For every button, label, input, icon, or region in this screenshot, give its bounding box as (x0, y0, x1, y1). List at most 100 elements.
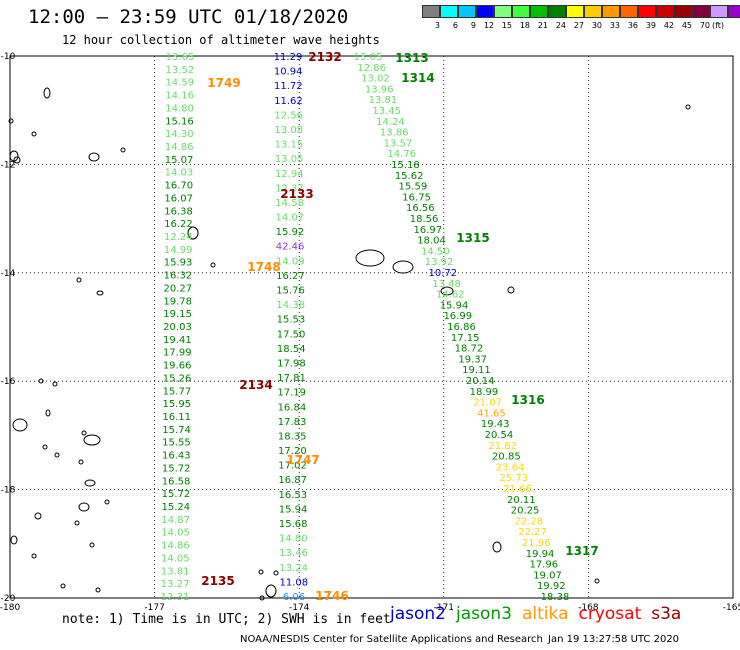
wave-height-label: 15.76 (276, 286, 305, 297)
wave-height-label: 14.24 (376, 117, 405, 128)
pass-id-label: 2133 (280, 187, 313, 201)
wave-height-label: 15.18 (391, 160, 420, 171)
wave-height-label: 13.15 (275, 140, 304, 151)
legend-swatch (512, 5, 530, 18)
wave-height-label: 13.48 (432, 279, 461, 290)
legend-swatch (530, 5, 548, 18)
legend-label: 42 (663, 21, 674, 30)
legend-label: 15 (501, 21, 512, 30)
island-outline (594, 578, 600, 584)
wave-height-label: 14.62 (436, 290, 465, 301)
island-outline (34, 512, 42, 520)
wave-height-label: 18.56 (410, 214, 439, 225)
legend-label: 21 (537, 21, 548, 30)
legend-label: (ft) (712, 21, 725, 30)
wave-height-label: 15.07 (165, 155, 194, 166)
wave-height-label: 16.56 (406, 203, 435, 214)
legend-swatch (692, 5, 710, 18)
satellite-name: s3a (651, 604, 682, 624)
wave-height-label: 16.86 (447, 322, 476, 333)
legend-swatch (710, 5, 728, 18)
wave-height-label: 10.94 (274, 67, 303, 78)
generation-timestamp: Jan 19 13:27:58 UTC 2020 (548, 634, 680, 645)
footnote: note: 1) Time is in UTC; 2) SWH is in fe… (62, 612, 391, 627)
island-outline (74, 520, 80, 526)
longitude-label: -180 (0, 603, 20, 613)
legend-label: 6 (452, 21, 458, 30)
island-outline (42, 444, 48, 450)
wave-height-label: 14.05 (161, 528, 190, 539)
wave-height-label: 18.54 (277, 344, 306, 355)
island-outline (43, 87, 51, 99)
wave-height-label: 15.26 (163, 373, 192, 384)
wave-height-label: 15.92 (276, 227, 305, 238)
wave-height-label: 16.27 (276, 271, 305, 282)
wave-height-label: 21.96 (522, 538, 551, 549)
legend-label: 39 (645, 21, 656, 30)
wave-height-label: 18.99 (470, 387, 499, 398)
island-outline (8, 118, 14, 124)
island-outline (84, 479, 96, 487)
wave-height-label: 42.46 (276, 242, 305, 253)
pass-id-label: 1315 (456, 231, 489, 245)
wave-height-label: 16.22 (164, 219, 193, 230)
color-legend: 3 6 9 12 15 18 21 24 27 30 33 36 39 42 45 70 (ft) (422, 5, 740, 30)
island-outline (95, 587, 101, 593)
latitude-label: -14 (1, 269, 16, 279)
island-outline (12, 418, 28, 432)
pass-id-label: 1748 (247, 260, 280, 274)
legend-swatch (656, 5, 674, 18)
wave-height-label: 13.52 (166, 65, 195, 76)
wave-height-label: 19.11 (462, 365, 491, 376)
satellite-name: jason2 (390, 604, 446, 624)
wave-height-label: 13.86 (380, 128, 409, 139)
latitude-label: -16 (1, 377, 16, 387)
legend-swatch (548, 5, 566, 18)
island-outline (392, 260, 414, 274)
wave-height-label: 16.70 (164, 181, 193, 192)
wave-height-label: 14.09 (276, 256, 305, 267)
wave-height-label: 20.11 (507, 495, 536, 506)
island-outline (104, 499, 110, 505)
map-frame (9, 55, 734, 599)
credit-line: NOAA/NESDIS Center for Satellite Applica… (240, 634, 543, 645)
wave-height-label: 14.59 (165, 78, 194, 89)
longitude-label: -165 (723, 603, 740, 613)
legend-swatch (728, 5, 740, 18)
legend-label: 18 (519, 21, 530, 30)
wave-height-label: 12.94 (275, 169, 304, 180)
wave-height-label: 19.66 (163, 361, 192, 372)
wave-height-label: 20.03 (163, 322, 192, 333)
wave-height-label: 14.87 (161, 515, 190, 526)
island-outline (76, 277, 82, 283)
wave-height-label: 6.06 (283, 592, 305, 603)
wave-height-label: 15.74 (162, 425, 191, 436)
wave-height-label: 15.55 (162, 438, 191, 449)
satellite-name: altika (522, 604, 569, 624)
wave-height-label: 13.24 (279, 563, 308, 574)
island-outline (13, 156, 21, 164)
island-outline (88, 152, 100, 162)
wave-height-label: 13.96 (365, 84, 394, 95)
longitude-label: -174 (289, 603, 310, 613)
wave-height-label: 13.45 (372, 106, 401, 117)
wave-height-label: 14.16 (165, 91, 194, 102)
latitude-label: -18 (1, 486, 16, 496)
wave-height-label: 14.76 (387, 149, 416, 160)
wave-height-label: 13.05 (275, 154, 304, 165)
wave-height-label: 15.16 (165, 116, 194, 127)
wave-height-label: 19.92 (537, 581, 566, 592)
island-outline (89, 542, 95, 548)
legend-swatch (458, 5, 476, 18)
wave-height-label: 19.41 (163, 335, 192, 346)
wave-height-label: 13.81 (161, 566, 190, 577)
wave-height-label: 19.94 (526, 549, 555, 560)
wave-height-label: 22.28 (514, 516, 543, 527)
legend-label: 70 (699, 21, 710, 30)
legend-swatch (584, 5, 602, 18)
wave-height-label: 16.99 (443, 311, 472, 322)
island-outline (31, 131, 37, 137)
legend-swatch (638, 5, 656, 18)
wave-height-label: 16.43 (162, 451, 191, 462)
